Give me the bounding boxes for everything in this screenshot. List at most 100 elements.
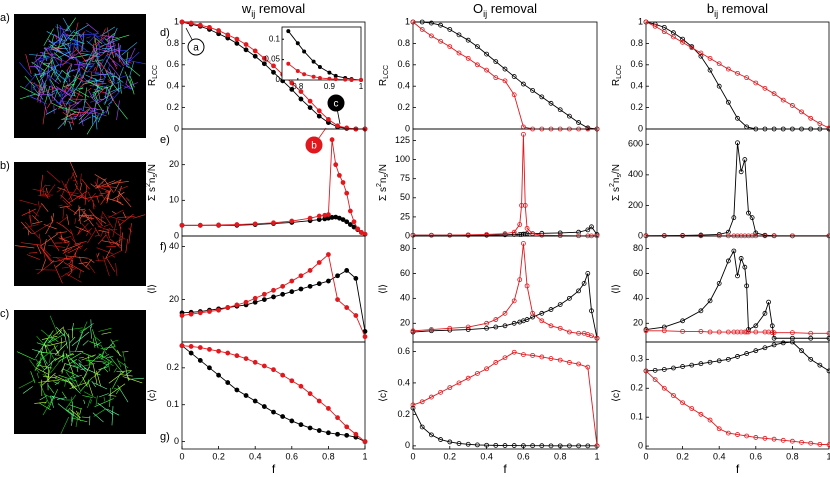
network-edge	[116, 242, 120, 247]
network-lines	[14, 161, 146, 284]
data-point	[652, 367, 658, 373]
data-point	[428, 327, 434, 332]
data-point	[735, 115, 740, 121]
network-edge	[67, 272, 72, 277]
panel-label: e)	[160, 134, 170, 146]
network-edge	[81, 262, 90, 270]
network-edge	[64, 34, 81, 37]
data-point	[188, 344, 194, 349]
network-edge	[59, 205, 71, 208]
data-point	[302, 49, 307, 54]
network-edge	[108, 227, 126, 240]
network-edge	[95, 58, 109, 74]
x-tick-label: 1	[826, 451, 830, 461]
data-point	[252, 53, 258, 59]
data-point	[316, 213, 322, 219]
data-point	[243, 42, 249, 47]
data-point	[680, 318, 685, 324]
network-edge	[94, 341, 102, 347]
network-edge	[79, 31, 86, 38]
network-edge	[90, 109, 98, 113]
data-point	[335, 297, 340, 303]
network-edge	[96, 195, 100, 203]
network-edge	[29, 65, 39, 68]
data-point	[753, 80, 759, 86]
network-edge	[26, 254, 40, 260]
network-edge	[46, 170, 61, 183]
network-edge	[116, 81, 121, 84]
network-edge	[71, 65, 86, 72]
inset-y-tick-label: 0.1	[269, 34, 281, 43]
network-image	[14, 162, 146, 286]
network-edge	[79, 363, 89, 371]
network-edge	[106, 106, 109, 115]
data-point	[216, 348, 222, 354]
data-point	[817, 121, 823, 127]
network-edge	[78, 373, 88, 387]
y-axis-label: RLCC	[611, 65, 624, 86]
data-point	[585, 271, 591, 276]
data-point	[576, 288, 581, 294]
network-edge	[116, 358, 122, 368]
network-edge	[95, 178, 107, 189]
network-edge	[111, 254, 116, 258]
network-edge	[70, 99, 83, 111]
network-edge	[93, 66, 96, 71]
network-edge	[92, 47, 111, 53]
network-edge	[60, 337, 62, 349]
network-edge	[46, 361, 53, 382]
network-edge	[70, 113, 79, 115]
network-edge	[99, 55, 107, 68]
y-tick-label: 0.8	[397, 38, 410, 48]
data-point	[188, 20, 194, 26]
label-part: n	[378, 178, 389, 184]
network-edge	[67, 40, 81, 47]
data-point	[465, 55, 471, 61]
network-edge	[96, 87, 106, 97]
network-edge	[76, 222, 89, 236]
plot-frame	[181, 341, 366, 450]
network-edge	[88, 258, 95, 263]
network-edge	[21, 208, 37, 216]
network-edge	[94, 398, 114, 407]
network-edge	[81, 178, 90, 190]
network-edge	[43, 238, 47, 251]
network-edge	[44, 85, 52, 104]
data-point	[689, 406, 695, 411]
network-edge	[59, 88, 63, 94]
data-point	[347, 222, 353, 227]
data-point	[548, 323, 554, 329]
network-lines	[17, 315, 145, 435]
y-axis-label: ⟨c⟩	[147, 389, 158, 402]
data-point	[216, 307, 222, 313]
network-edge	[30, 232, 36, 235]
network-edge	[39, 245, 51, 257]
network-edge	[48, 234, 60, 251]
network-edge	[81, 51, 91, 53]
network-edge	[74, 218, 77, 225]
data-point	[742, 157, 748, 162]
data-point	[521, 352, 526, 357]
network-edge	[95, 62, 100, 73]
data-point	[317, 64, 322, 69]
data-point	[344, 268, 350, 273]
data-point	[286, 61, 291, 66]
data-point	[234, 41, 240, 46]
data-point	[661, 29, 667, 35]
network-edge	[17, 351, 36, 361]
network-edge	[23, 224, 39, 229]
column-title: wij removal	[241, 1, 305, 19]
network-edge	[36, 372, 39, 379]
network-edge	[42, 374, 49, 377]
network-edge	[111, 60, 118, 67]
series-line	[287, 30, 362, 81]
network-edge	[68, 191, 88, 204]
y-tick-label: 0.6	[397, 346, 410, 356]
network-edge	[35, 339, 48, 359]
data-point	[295, 69, 300, 74]
data-point	[307, 425, 313, 431]
data-point	[502, 355, 508, 361]
network-edge	[72, 172, 78, 185]
data-point	[539, 318, 545, 324]
network-edge	[68, 352, 82, 361]
